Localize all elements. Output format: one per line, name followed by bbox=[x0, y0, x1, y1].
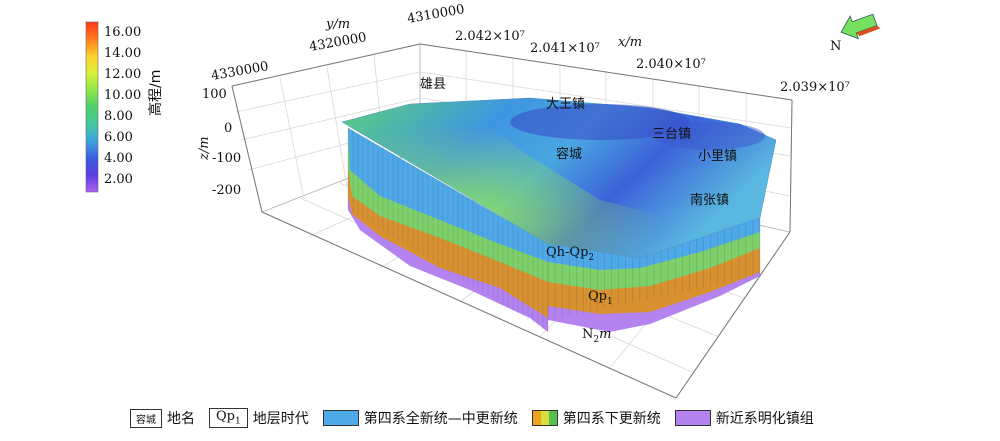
y-axis-label: y/m bbox=[325, 17, 350, 32]
x-tick: 2.040×10⁷ bbox=[636, 57, 706, 72]
strata-label-qh-qp2: Qh-Qp2 bbox=[546, 245, 594, 263]
colorbar-gradient bbox=[85, 21, 99, 193]
strata-label-qp1: Qp1 bbox=[588, 289, 613, 307]
axis-edge bbox=[231, 85, 263, 213]
north-arrow: N bbox=[830, 13, 881, 54]
north-arrow-icon bbox=[840, 13, 878, 40]
place-label: 三台镇 bbox=[652, 127, 691, 142]
legend-n2-swatch bbox=[674, 410, 711, 426]
legend-q2-text: 第四系下更新统 bbox=[562, 411, 661, 427]
x-tick: 2.039×10⁷ bbox=[780, 80, 850, 95]
axis-edge bbox=[231, 43, 421, 87]
axis-edge bbox=[261, 211, 677, 399]
y-tick: 4310000 bbox=[406, 2, 466, 27]
north-label: N bbox=[830, 39, 841, 54]
z-axis-label: z/m bbox=[197, 136, 212, 161]
place-label: 大王镇 bbox=[546, 97, 585, 112]
place-label: 小里镇 bbox=[698, 149, 737, 164]
colorbar-tick: 6.00 bbox=[104, 130, 133, 145]
strata-labels: Qh-Qp2 Qp1 N2m bbox=[546, 245, 613, 345]
x-tick: 2.041×10⁷ bbox=[530, 41, 600, 56]
colorbar-tick: 16.00 bbox=[104, 25, 141, 40]
legend-strat-text: 地层时代 bbox=[252, 411, 309, 427]
legend-item-n2: 新近系明化镇组 bbox=[674, 408, 814, 428]
y-tick: 4320000 bbox=[308, 30, 368, 55]
legend-item-q2: 第四系下更新统 bbox=[531, 408, 661, 428]
z-tick: 0 bbox=[224, 121, 232, 136]
colorbar-tick: 12.00 bbox=[104, 67, 141, 82]
axis-edge bbox=[675, 231, 791, 399]
axis-edge bbox=[419, 43, 793, 101]
strata-label-n2m: N2m bbox=[582, 327, 611, 345]
top-surface-low-zone bbox=[510, 104, 690, 140]
geological-block bbox=[341, 97, 777, 332]
x-axis-label: x/m bbox=[618, 35, 642, 50]
colorbar-tick: 8.00 bbox=[104, 109, 133, 124]
place-labels: 雄县 大王镇 容城 三台镇 小里镇 南张镇 bbox=[420, 77, 737, 208]
colorbar-tick: 14.00 bbox=[104, 46, 141, 61]
z-tick: 100 bbox=[202, 87, 227, 102]
legend-q1-text: 第四系全新统—中更新统 bbox=[363, 411, 518, 427]
legend-strat-box: Qp1 bbox=[209, 408, 248, 428]
y-tick: 4330000 bbox=[210, 59, 270, 84]
colorbar: 16.00 14.00 12.00 10.00 8.00 6.00 4.00 2… bbox=[85, 21, 164, 193]
z-tick: -200 bbox=[212, 183, 241, 198]
legend: 容城 地名 Qp1 地层时代 第四系全新统—中更新统 第四系下更新统 新近系明化… bbox=[130, 404, 828, 432]
legend-place-text: 地名 bbox=[167, 411, 195, 427]
legend-item-place: 容城 地名 bbox=[130, 408, 195, 428]
legend-item-strat: Qp1 地层时代 bbox=[209, 408, 309, 428]
place-label: 南张镇 bbox=[690, 192, 729, 208]
colorbar-ticks: 16.00 14.00 12.00 10.00 8.00 6.00 4.00 2… bbox=[104, 25, 141, 187]
legend-item-q1: 第四系全新统—中更新统 bbox=[322, 408, 518, 428]
legend-q2-swatch bbox=[531, 410, 558, 426]
colorbar-tick: 4.00 bbox=[104, 151, 133, 166]
colorbar-tick: 10.00 bbox=[104, 88, 141, 103]
axis-edge bbox=[789, 99, 793, 233]
face-right-blue bbox=[548, 218, 760, 270]
colorbar-title: 高程/m bbox=[147, 70, 164, 116]
colorbar-tick: 2.00 bbox=[104, 172, 133, 187]
x-tick: 2.042×10⁷ bbox=[455, 29, 525, 44]
legend-place-box: 容城 bbox=[130, 408, 162, 428]
top-surface-low-zone bbox=[655, 122, 765, 150]
place-label: 雄县 bbox=[420, 77, 446, 92]
legend-n2-text: 新近系明化镇组 bbox=[715, 411, 814, 427]
block-edge-hatching bbox=[347, 128, 761, 332]
z-tick: -100 bbox=[212, 151, 241, 166]
legend-q1-swatch bbox=[322, 410, 359, 426]
top-surface-green-zone bbox=[342, 104, 680, 258]
place-label: 容城 bbox=[556, 146, 582, 162]
north-arrow-shadow bbox=[856, 25, 881, 37]
face-blue-layer bbox=[348, 128, 548, 262]
